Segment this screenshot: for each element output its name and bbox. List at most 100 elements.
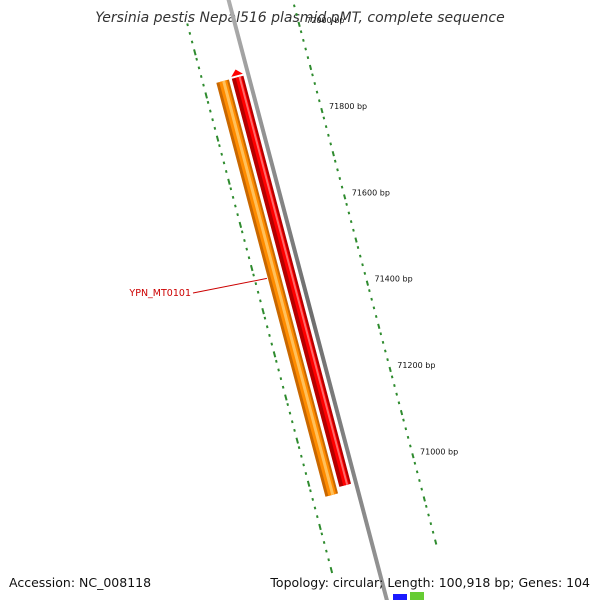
tick-mark — [247, 256, 251, 260]
tick-mark — [434, 539, 438, 545]
tick-mark — [199, 75, 203, 79]
tick-mark — [395, 392, 398, 396]
tick-mark — [415, 470, 419, 474]
tick-mark — [404, 427, 408, 431]
tick-mark — [297, 446, 301, 450]
bp-labels: 72000 bp 71800 bp 71600 bp 71400 bp 71200 bp… — [306, 16, 458, 456]
tick-mark — [295, 12, 298, 16]
tick-mark — [290, 420, 294, 424]
tick-mark — [377, 323, 381, 329]
tick-mark — [309, 489, 312, 493]
tick-mark — [313, 506, 317, 510]
tick-mark — [402, 418, 405, 422]
tick-mark — [411, 453, 415, 459]
tick-mark — [384, 349, 387, 353]
tick-mark — [327, 558, 330, 562]
tick-mark — [236, 213, 239, 217]
tick-mark — [325, 549, 328, 553]
tick-mark — [379, 332, 383, 336]
tick-mark — [413, 461, 417, 465]
tick-mark — [422, 496, 426, 502]
tick-mark — [243, 238, 246, 243]
tick-mark — [329, 142, 332, 146]
tick-mark — [333, 159, 337, 163]
tick-mark — [272, 351, 277, 358]
small-gene-green — [410, 592, 424, 600]
tick-mark — [195, 57, 198, 61]
tick-mark — [409, 444, 412, 448]
tick-mark — [368, 289, 371, 293]
tick-mark — [261, 308, 265, 315]
map-title: Yersinia pestis Nepal516 plasmid pMT, co… — [95, 10, 505, 26]
bp-tick-label: 71400 bp — [375, 275, 413, 284]
tick-mark — [302, 38, 305, 42]
tick-mark — [304, 471, 308, 476]
tick-mark — [311, 73, 314, 77]
tick-mark — [431, 530, 435, 534]
tick-mark — [231, 195, 235, 199]
bp-tick-label: 71800 bp — [329, 102, 367, 111]
tick-mark — [288, 411, 292, 415]
tick-mark — [259, 299, 262, 303]
tick-mark — [315, 90, 319, 94]
bp-tick-label: 71000 bp — [420, 447, 458, 456]
tick-mark — [322, 116, 326, 120]
tick-mark — [220, 152, 224, 156]
tick-mark — [347, 211, 351, 215]
bp-tick-label: 72000 bp — [306, 16, 344, 25]
bp-tick-label: 71200 bp — [397, 361, 435, 370]
tick-mark — [297, 21, 301, 27]
tick-mark — [206, 100, 210, 104]
tick-mark — [249, 264, 254, 272]
tick-mark — [418, 478, 421, 482]
tick-mark — [427, 513, 430, 517]
gene-label-leader — [192, 277, 267, 294]
tick-mark — [211, 118, 214, 122]
tick-mark — [340, 185, 344, 189]
tick-mark — [277, 368, 280, 372]
tick-mark — [281, 385, 285, 389]
tick-mark — [234, 204, 237, 208]
tick-mark — [329, 566, 334, 574]
tick-mark — [229, 187, 233, 191]
tick-mark — [374, 315, 378, 319]
backbone — [226, 0, 389, 600]
tick-mark — [324, 125, 328, 129]
tick-mark — [352, 228, 355, 232]
gene-label: YPN_MT0101 — [128, 288, 191, 299]
tick-mark — [245, 247, 249, 251]
tick-mark — [345, 202, 348, 206]
tick-mark — [304, 47, 307, 51]
tick-mark — [420, 487, 424, 491]
tick-mark — [356, 245, 360, 249]
tick-mark — [286, 402, 289, 406]
tick-mark — [349, 220, 353, 224]
tick-mark — [265, 325, 269, 329]
tick-mark — [354, 237, 358, 243]
tick-mark — [370, 297, 373, 301]
tick-mark — [227, 178, 231, 185]
tick-mark — [213, 126, 217, 130]
tick-mark — [202, 83, 205, 87]
tick-marks — [186, 4, 438, 574]
tick-mark — [240, 230, 244, 234]
tick-mark — [429, 522, 433, 526]
tick-mark — [300, 454, 303, 458]
tick-mark — [256, 290, 260, 294]
tick-mark — [358, 254, 362, 258]
tick-mark — [186, 23, 189, 27]
tick-mark — [284, 394, 288, 401]
tick-mark — [338, 176, 342, 180]
accession-text: Accession: NC_008118 — [9, 575, 152, 590]
tick-mark — [365, 280, 370, 286]
tick-mark — [292, 4, 296, 8]
tick-mark — [308, 64, 313, 71]
tick-mark — [215, 135, 220, 142]
tick-mark — [306, 480, 311, 487]
tick-mark — [318, 523, 322, 531]
tick-mark — [279, 377, 283, 381]
tick-mark — [252, 273, 255, 277]
length-label: Length: — [387, 575, 435, 590]
tick-mark — [386, 358, 389, 362]
